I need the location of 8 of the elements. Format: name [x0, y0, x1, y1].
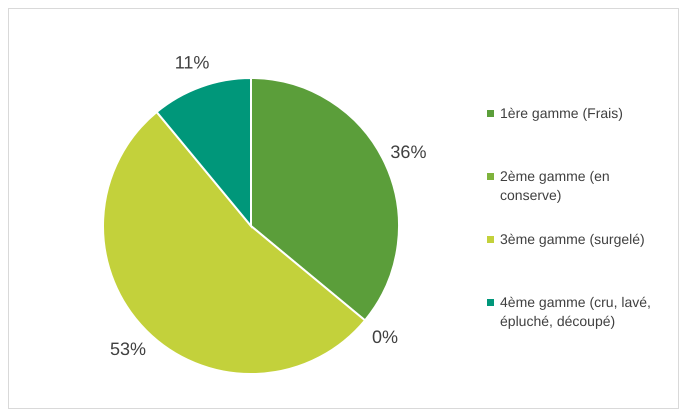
legend-label: 2ème gamme (en conserve)	[500, 167, 611, 205]
data-label: 36%	[390, 142, 426, 162]
legend-label: 4ème gamme (cru, lavé, épluché, découpé)	[500, 293, 652, 331]
data-label: 11%	[174, 52, 210, 72]
data-label: 53%	[110, 339, 146, 360]
legend-label: 1ère gamme (Frais)	[500, 104, 623, 123]
text: 0%	[372, 326, 398, 347]
legend-label: 3ème gamme (surgelé)	[500, 230, 645, 249]
